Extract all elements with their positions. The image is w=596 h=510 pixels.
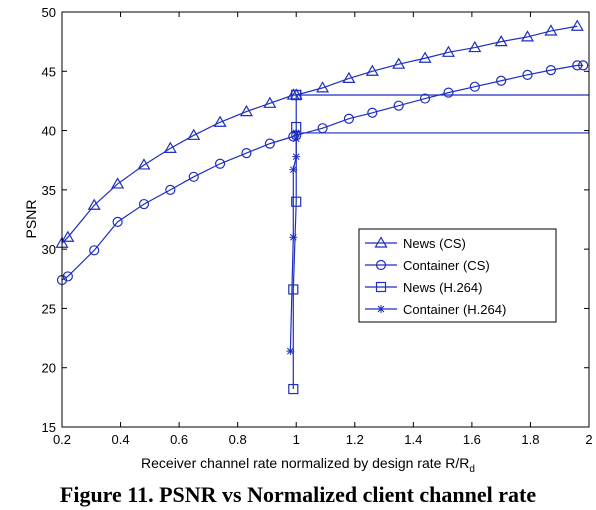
data-point-star <box>292 129 300 137</box>
x-axis-label: Receiver channel rate normalized by desi… <box>141 455 475 475</box>
x-tick-label: 1.8 <box>521 432 539 447</box>
legend-marker-star <box>377 305 385 313</box>
legend: News (CS) Container (CS) News (H.264) Conta… <box>359 229 556 322</box>
legend-label: Container (H.264) <box>403 302 506 317</box>
x-axis-label-main: Receiver channel rate normalized by desi… <box>141 455 469 471</box>
x-tick-label: 1.4 <box>404 432 422 447</box>
legend-label: Container (CS) <box>403 258 490 273</box>
figure-caption: Figure 11. PSNR vs Normalized client cha… <box>0 482 596 508</box>
legend-label: News (H.264) <box>403 280 482 295</box>
y-axis-label: PSNR <box>23 200 39 239</box>
psnr-line-chart: 0.2 0.4 0.6 0.8 1 1.2 1.4 1.6 1.8 215202530354045… <box>0 0 596 482</box>
x-tick-label: 2 <box>585 432 592 447</box>
y-tick-label: 35 <box>42 183 56 198</box>
legend-label: News (CS) <box>403 236 466 251</box>
data-point-star <box>286 347 294 355</box>
x-tick-label: 1 <box>293 432 300 447</box>
data-point-star <box>292 153 300 161</box>
y-tick-label: 50 <box>42 5 56 20</box>
y-tick-label: 30 <box>42 242 56 257</box>
x-tick-label: 1.2 <box>346 432 364 447</box>
x-axis-label-subscript: d <box>469 464 475 475</box>
data-point-star <box>289 233 297 241</box>
y-tick-label: 20 <box>42 361 56 376</box>
x-tick-label: 0.6 <box>170 432 188 447</box>
plot-background <box>62 12 589 427</box>
y-tick-label: 15 <box>42 420 56 435</box>
x-tick-label: 0.8 <box>229 432 247 447</box>
x-tick-label: 1.6 <box>463 432 481 447</box>
y-tick-label: 25 <box>42 301 56 316</box>
x-tick-label: 0.4 <box>112 432 130 447</box>
data-point-star <box>289 166 297 174</box>
y-tick-label: 45 <box>42 64 56 79</box>
y-tick-label: 40 <box>42 124 56 139</box>
